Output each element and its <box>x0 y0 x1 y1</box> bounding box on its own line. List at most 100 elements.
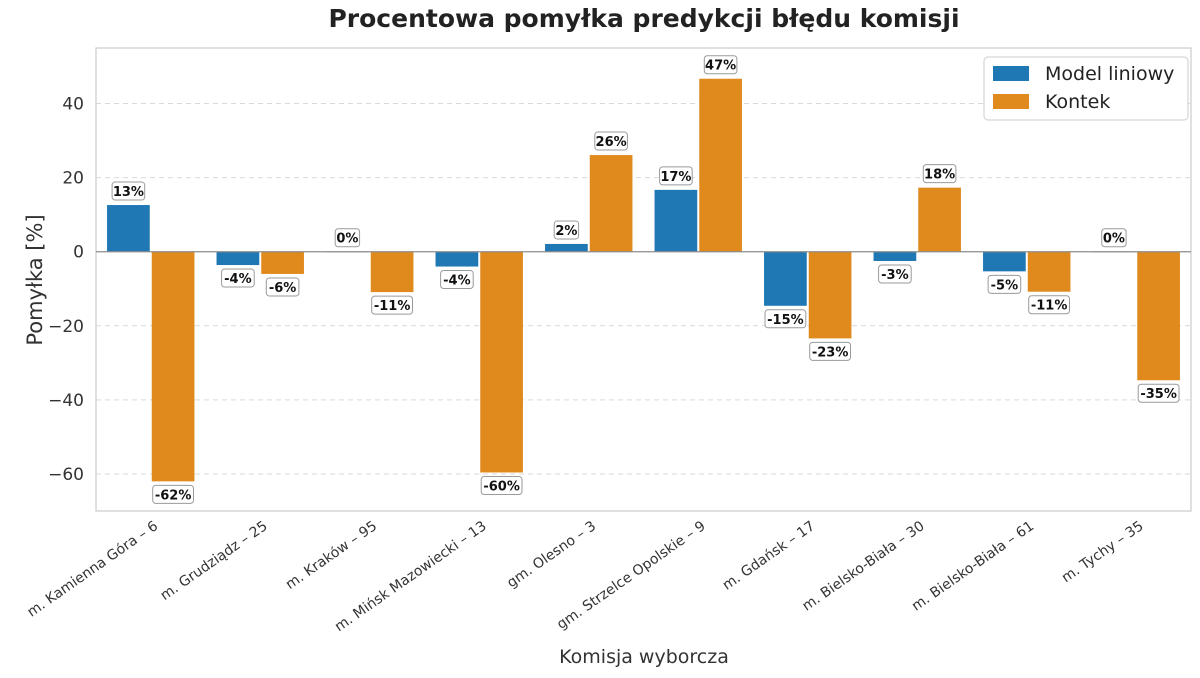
plot-frame <box>95 47 1192 512</box>
data-label-text: 26% <box>596 135 627 150</box>
data-label-model-liniowy-4: 2% <box>553 220 580 240</box>
bar-kontek-7 <box>918 187 961 252</box>
data-labels: 13% -4% 0% -4% 2% 17% -15% -3% -5% 0% -62% -6% -11% -… <box>111 55 1180 504</box>
bars <box>107 78 1180 482</box>
chart-title: Procentowa pomyłka predykcji błędu komis… <box>328 4 959 33</box>
data-label-text: -5% <box>991 278 1018 293</box>
bar-kontek-0 <box>151 251 195 482</box>
data-label-text: 47% <box>705 59 736 74</box>
x-tick-label: gm. Olesno – 3 <box>504 518 599 591</box>
data-label-model-liniowy-7: -3% <box>878 264 912 284</box>
data-label-model-liniowy-1: -4% <box>221 268 255 288</box>
bar-model-liniowy-6 <box>764 251 807 306</box>
data-label-model-liniowy-3: -4% <box>440 270 474 290</box>
data-label-model-liniowy-2: 0% <box>334 228 361 248</box>
data-label-kontek-4: 26% <box>594 131 628 151</box>
data-label-box <box>878 264 912 284</box>
legend-swatch-kontek <box>993 94 1029 109</box>
data-label-model-liniowy-5: 17% <box>659 166 693 186</box>
data-label-model-liniowy-6: -15% <box>764 309 807 329</box>
data-label-text: 0% <box>1103 232 1125 247</box>
data-label-text: -11% <box>1031 299 1068 314</box>
data-label-text: -11% <box>374 299 411 314</box>
data-label-box <box>703 55 738 75</box>
data-label-text: -4% <box>224 272 251 287</box>
data-label-model-liniowy-9: 0% <box>1101 228 1127 248</box>
bar-model-liniowy-0 <box>107 205 150 252</box>
legend-label-kontek: Kontek <box>1045 91 1110 113</box>
bar-model-liniowy-3 <box>435 251 479 267</box>
data-label-box <box>480 475 523 495</box>
data-label-box <box>371 295 414 315</box>
data-label-kontek-2: -11% <box>371 295 414 315</box>
bar-kontek-3 <box>480 251 523 473</box>
grid <box>96 103 1191 475</box>
data-label-box <box>265 277 300 297</box>
data-label-text: -4% <box>443 274 470 289</box>
y-tick-label: 20 <box>62 169 84 189</box>
bar-model-liniowy-1 <box>216 251 260 266</box>
legend-label-model-liniowy: Model liniowy <box>1045 63 1174 85</box>
data-label-box <box>987 274 1022 294</box>
x-tick-label: m. Gdańsk – 17 <box>720 518 818 594</box>
x-tick-label: m. Bielsko-Biała – 61 <box>909 518 1037 614</box>
x-tick-label: m. Grudziądz – 25 <box>158 518 271 604</box>
data-label-text: 18% <box>924 168 955 183</box>
bar-model-liniowy-4 <box>545 243 588 252</box>
bar-model-liniowy-8 <box>983 251 1026 272</box>
bar-kontek-5 <box>699 78 742 252</box>
data-label-box <box>594 131 628 151</box>
data-label-text: 0% <box>336 232 358 247</box>
bar-model-liniowy-5 <box>654 189 698 252</box>
data-label-text: 17% <box>660 170 691 185</box>
data-label-text: 13% <box>113 185 144 200</box>
data-label-text: -6% <box>269 281 296 296</box>
data-label-text: -15% <box>767 313 804 328</box>
data-label-text: -62% <box>155 488 192 503</box>
legend-frame <box>983 56 1189 121</box>
data-label-kontek-0: -62% <box>152 484 195 504</box>
data-label-kontek-1: -6% <box>265 277 300 297</box>
x-tick-label: m. Tychy – 35 <box>1059 518 1147 586</box>
data-label-box <box>1028 295 1071 315</box>
data-label-box <box>553 220 580 240</box>
data-label-box <box>809 341 852 361</box>
data-label-kontek-7: 18% <box>922 164 957 184</box>
data-label-box <box>1101 228 1127 248</box>
data-label-box <box>152 484 195 504</box>
bar-model-liniowy-7 <box>873 251 917 261</box>
legend-swatch-model-liniowy <box>993 66 1029 81</box>
data-label-text: 2% <box>555 224 577 239</box>
bar-kontek-6 <box>808 251 852 339</box>
y-tick-label: 40 <box>62 95 84 115</box>
data-label-model-liniowy-0: 13% <box>111 181 146 201</box>
y-tick-label: −40 <box>48 391 84 411</box>
data-label-text: -60% <box>483 479 520 494</box>
data-label-box <box>440 270 474 290</box>
bar-kontek-4 <box>589 155 633 252</box>
bar-kontek-2 <box>370 251 414 293</box>
bar-kontek-9 <box>1137 251 1180 381</box>
data-label-box <box>334 228 361 248</box>
x-tick-label: m. Kraków – 95 <box>283 518 380 593</box>
data-label-box <box>764 309 807 329</box>
data-label-model-liniowy-8: -5% <box>987 274 1022 294</box>
data-label-text: -35% <box>1140 387 1177 402</box>
data-label-box <box>221 268 255 288</box>
data-label-kontek-6: -23% <box>809 341 852 361</box>
data-label-box <box>111 181 146 201</box>
data-label-box <box>659 166 693 186</box>
y-axis-label: Pomyłka [%] <box>23 214 47 345</box>
data-label-kontek-3: -60% <box>480 475 523 495</box>
y-tick-label: 0 <box>73 243 84 263</box>
data-label-kontek-5: 47% <box>703 55 738 75</box>
x-tick-label: m. Bielsko-Biała – 30 <box>799 518 927 614</box>
data-label-text: -23% <box>812 345 849 360</box>
bar-kontek-1 <box>261 251 304 274</box>
data-label-box <box>1137 383 1180 403</box>
y-tick-label: −20 <box>48 317 84 337</box>
legend: Model liniowy Kontek <box>983 56 1189 121</box>
x-axis-label: Komisja wyborcza <box>559 646 729 668</box>
